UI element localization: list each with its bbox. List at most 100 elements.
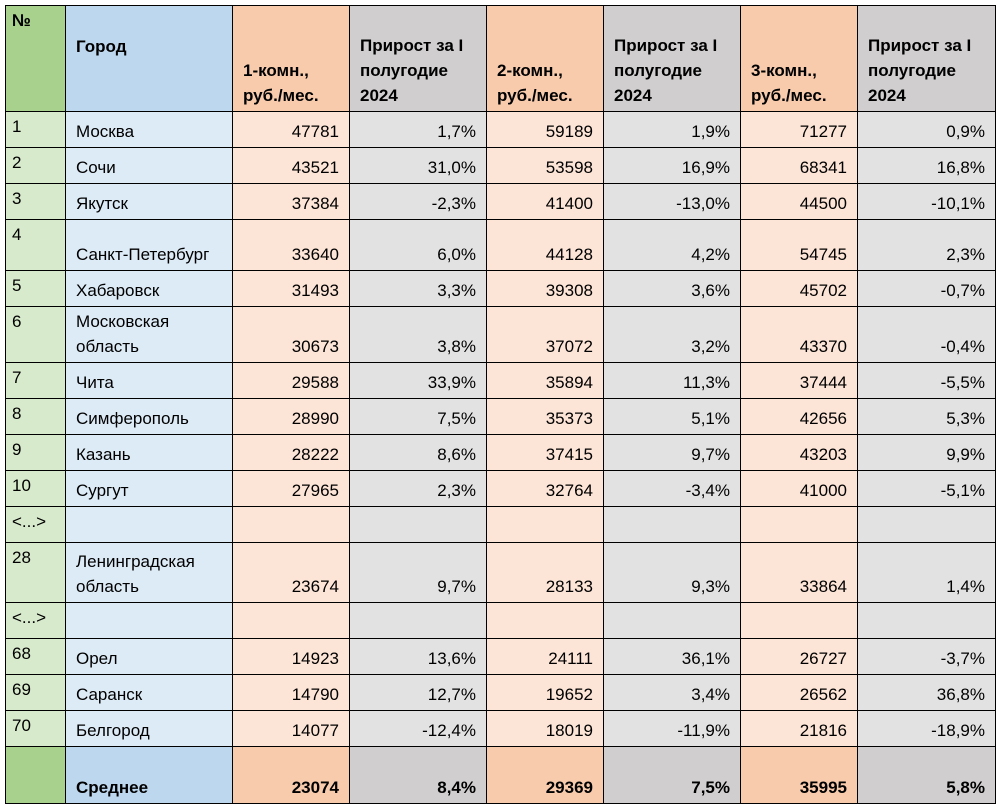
table-cell: Ленинградская область (65, 542, 233, 603)
table-cell: Сургут (65, 470, 233, 507)
header-cell: Прирост за I полугодие 2024 (857, 5, 996, 112)
table-cell: 9,7% (349, 542, 487, 603)
table-cell (603, 602, 741, 639)
table-cell: 33,9% (349, 362, 487, 399)
footer-cell: 7,5% (603, 746, 741, 804)
table-cell: 3,2% (603, 306, 741, 363)
table-cell: 43521 (232, 147, 350, 184)
table-cell: 28 (5, 542, 66, 603)
table-cell: 53598 (486, 147, 604, 184)
table-row: 69 Саранск 14790 12,7% 19652 3,4% 26562 36,8% (5, 674, 996, 711)
header-cell: Город (65, 5, 233, 112)
table-cell: 19652 (486, 674, 604, 711)
table-cell: 14923 (232, 638, 350, 675)
table-cell: -18,9% (857, 710, 996, 747)
table-cell: 23674 (232, 542, 350, 603)
table-cell: 28990 (232, 398, 350, 435)
table-row: 5 Хабаровск 31493 3,3% 39308 3,6% 45702 -0,7% (5, 270, 996, 307)
table-cell: 37444 (740, 362, 858, 399)
table-cell: Симферополь (65, 398, 233, 435)
table-cell: 14790 (232, 674, 350, 711)
table-cell: 35894 (486, 362, 604, 399)
table-cell: 43203 (740, 434, 858, 471)
rent-table: № Город 1-комн., руб./мес. Прирост за I пол… (5, 5, 996, 804)
table-cell: 29588 (232, 362, 350, 399)
table-cell: 24111 (486, 638, 604, 675)
table-row: 70 Белгород 14077 -12,4% 18019 -11,9% 21816 -18… (5, 710, 996, 747)
table-cell: 11,3% (603, 362, 741, 399)
table-cell: 31493 (232, 270, 350, 307)
table-cell (486, 602, 604, 639)
table-cell: 28222 (232, 434, 350, 471)
table-cell (349, 506, 487, 543)
table-cell: Чита (65, 362, 233, 399)
table-cell (603, 506, 741, 543)
table-row: 6 Московская область 30673 3,8% 37072 3,2% 433… (5, 306, 996, 363)
table-cell: 5,1% (603, 398, 741, 435)
table-cell: Москва (65, 111, 233, 148)
footer-cell: 8,4% (349, 746, 487, 804)
header-row: № Город 1-комн., руб./мес. Прирост за I пол… (5, 5, 996, 112)
table-cell: 3,8% (349, 306, 487, 363)
table-cell: 18019 (486, 710, 604, 747)
table-cell: 6,0% (349, 219, 487, 271)
header-cell: 3-комн., руб./мес. (740, 5, 858, 112)
table-cell: 8,6% (349, 434, 487, 471)
table-cell: Казань (65, 434, 233, 471)
table-cell: 9,3% (603, 542, 741, 603)
table-row: 28 Ленинградская область 23674 9,7% 28133 9,3… (5, 542, 996, 603)
table-cell: 27965 (232, 470, 350, 507)
table-cell: 28133 (486, 542, 604, 603)
table-cell: -3,4% (603, 470, 741, 507)
table-cell: <...> (5, 602, 66, 639)
footer-row: Среднее 23074 8,4% 29369 7,5% 35995 5,8% (5, 746, 996, 804)
table-cell: 1,4% (857, 542, 996, 603)
table-cell: 10 (5, 470, 66, 507)
table-cell: Московская область (65, 306, 233, 363)
table-cell: 1 (5, 111, 66, 148)
table-cell: 33864 (740, 542, 858, 603)
table-cell: Белгород (65, 710, 233, 747)
table-cell: 26562 (740, 674, 858, 711)
table-row: 4 Санкт-Петербург 33640 6,0% 44128 4,2% 54745 2… (5, 219, 996, 271)
table-cell: 41000 (740, 470, 858, 507)
table-cell: 21816 (740, 710, 858, 747)
table-cell: 68341 (740, 147, 858, 184)
table-cell: 5,3% (857, 398, 996, 435)
table-cell (349, 602, 487, 639)
table-cell: -5,1% (857, 470, 996, 507)
header-cell: Прирост за I полугодие 2024 (349, 5, 487, 112)
table-cell: 16,8% (857, 147, 996, 184)
table-cell: -11,9% (603, 710, 741, 747)
table-cell: 30673 (232, 306, 350, 363)
page: № Город 1-комн., руб./мес. Прирост за I пол… (5, 5, 996, 804)
table-cell (857, 506, 996, 543)
table-cell: 1,9% (603, 111, 741, 148)
table-cell (232, 602, 350, 639)
table-cell: Сочи (65, 147, 233, 184)
header-cell: 2-комн., руб./мес. (486, 5, 604, 112)
table-cell: 16,9% (603, 147, 741, 184)
table-cell: -5,5% (857, 362, 996, 399)
table-cell (65, 602, 233, 639)
table-cell: 37384 (232, 183, 350, 220)
table-row: 10 Сургут 27965 2,3% 32764 -3,4% 41000 -5,1% (5, 470, 996, 507)
table-cell: 14077 (232, 710, 350, 747)
table-cell: 37072 (486, 306, 604, 363)
table-cell: 9,7% (603, 434, 741, 471)
table-row: 9 Казань 28222 8,6% 37415 9,7% 43203 9,9% (5, 434, 996, 471)
table-cell: 9,9% (857, 434, 996, 471)
table-cell: 37415 (486, 434, 604, 471)
table-cell (232, 506, 350, 543)
table-cell: Орел (65, 638, 233, 675)
footer-cell: 5,8% (857, 746, 996, 804)
header-cell: 1-комн., руб./мес. (232, 5, 350, 112)
table-cell: Якутск (65, 183, 233, 220)
table-cell (857, 602, 996, 639)
table-cell: 71277 (740, 111, 858, 148)
table-cell: 45702 (740, 270, 858, 307)
table-cell: -0,7% (857, 270, 996, 307)
table-cell: 4,2% (603, 219, 741, 271)
table-cell: -3,7% (857, 638, 996, 675)
table-cell: Хабаровск (65, 270, 233, 307)
